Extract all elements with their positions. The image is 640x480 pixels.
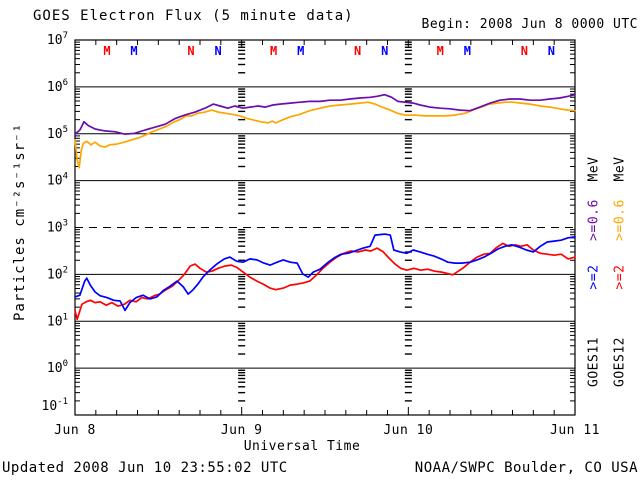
y-tick-label: 106 — [47, 78, 68, 95]
y-tick-label: 101 — [47, 312, 68, 329]
legend-goes12-e06-label: >=0.6 — [612, 199, 628, 241]
updated-timestamp: Updated 2008 Jun 10 23:55:02 UTC — [2, 460, 288, 476]
local-time-marker: M — [270, 44, 277, 58]
local-time-marker: N — [214, 44, 221, 58]
y-tick-label: 102 — [47, 265, 68, 282]
local-time-marker: M — [297, 44, 304, 58]
legend-goes11-e2-label: >=2 — [586, 264, 602, 290]
y-tick-label: 104 — [47, 172, 68, 189]
local-time-marker: N — [548, 44, 555, 58]
series-goes11-e06 — [74, 93, 576, 136]
local-time-marker: M — [103, 44, 110, 58]
x-tick-label: Jun 9 — [221, 423, 263, 438]
y-tick-label: 103 — [47, 219, 68, 236]
legend-goes11-mev-label: MeV — [586, 156, 602, 182]
y-tick-label: 105 — [47, 125, 68, 142]
series-goes12-e2 — [74, 242, 576, 321]
legend-goes12-mev-label: MeV — [612, 156, 628, 182]
legend-goes11-e06-label: >=0.6 — [586, 199, 602, 241]
local-time-marker: M — [437, 44, 444, 58]
series-goes12-e06 — [74, 101, 576, 169]
x-tick-label: Jun 8 — [54, 423, 96, 438]
begin-timestamp: Begin: 2008 Jun 8 0000 UTC — [421, 17, 638, 32]
local-time-marker: N — [354, 44, 361, 58]
y-axis-title: Particles cm⁻²s⁻¹sr⁻¹ — [12, 122, 28, 322]
y-tick-label: 107 — [47, 31, 68, 48]
local-time-marker: M — [464, 44, 471, 58]
x-tick-label: Jun 10 — [383, 423, 433, 438]
source-credit: NOAA/SWPC Boulder, CO USA — [414, 460, 638, 476]
x-tick-label: Jun 11 — [550, 423, 600, 438]
local-time-marker: N — [521, 44, 528, 58]
legend-goes12-e2-label: >=2 — [612, 264, 628, 290]
page-title: GOES Electron Flux (5 minute data) — [33, 8, 354, 24]
y-tick-label: 10-1 — [42, 397, 69, 414]
legend-goes11-satellite-label: GOES11 — [586, 337, 602, 387]
series-goes11-e2 — [74, 233, 576, 312]
local-time-marker: N — [187, 44, 194, 58]
legend-goes12-satellite-label: GOES12 — [612, 337, 628, 387]
y-tick-label: 100 — [47, 359, 68, 376]
local-time-marker: M — [130, 44, 137, 58]
x-axis-title: Universal Time — [244, 439, 361, 454]
local-time-marker: N — [381, 44, 388, 58]
